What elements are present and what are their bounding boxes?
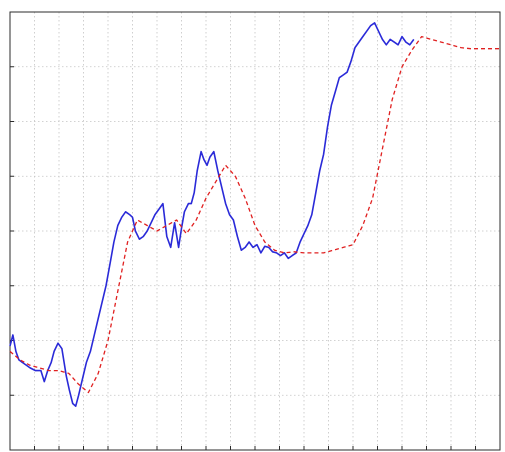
grid [9, 11, 501, 451]
series-line-dashed [9, 35, 500, 394]
series-line-solid [9, 22, 415, 408]
series-layer [9, 22, 500, 408]
